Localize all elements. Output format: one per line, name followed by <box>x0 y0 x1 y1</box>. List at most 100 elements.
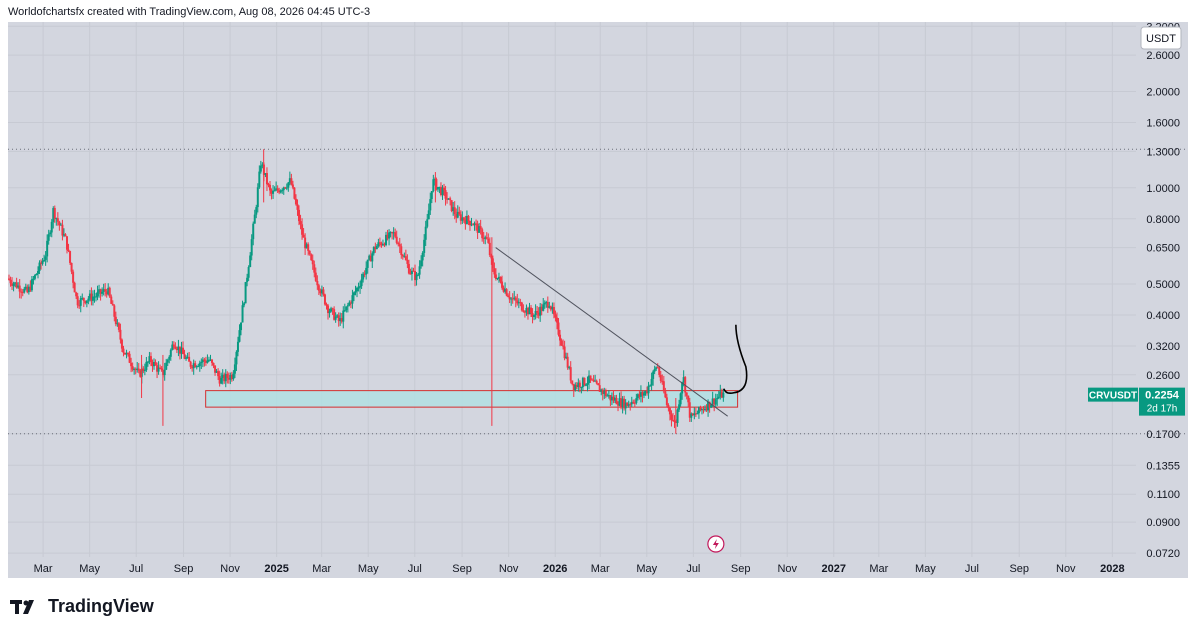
candle-body <box>441 187 444 195</box>
candle-body <box>252 223 255 240</box>
candle-body <box>551 307 554 310</box>
candle-body <box>418 266 421 275</box>
candle-body <box>586 382 589 385</box>
candle-body <box>526 307 529 315</box>
candle-body <box>294 198 297 205</box>
candle-body <box>641 392 644 396</box>
candle-body <box>368 255 371 260</box>
candle-body <box>575 384 578 388</box>
candle-body <box>218 376 221 384</box>
price-tick-label: 0.1355 <box>1146 460 1180 472</box>
candle-body <box>134 368 137 371</box>
candle-body <box>510 298 513 300</box>
candle-body <box>185 357 188 359</box>
price-tick-label: 1.6000 <box>1146 118 1180 130</box>
candle-body <box>221 374 224 378</box>
candle-body <box>116 323 119 325</box>
candle-body <box>317 285 320 291</box>
candle-body <box>133 368 136 370</box>
candle-body <box>351 295 354 304</box>
price-tick-label: 0.2600 <box>1146 370 1180 382</box>
candle-body <box>397 242 400 245</box>
candle-body <box>394 232 397 237</box>
candle-body <box>233 364 236 374</box>
candle-body <box>700 409 703 411</box>
candle-body <box>276 188 279 191</box>
time-tick-label: Jul <box>686 563 700 575</box>
candle-body <box>412 270 415 272</box>
candle-body <box>685 392 688 396</box>
candle-body <box>501 281 504 288</box>
candle-body <box>110 296 113 304</box>
candle-body <box>352 292 355 296</box>
candle-body <box>468 220 471 226</box>
price-tick-label: 2.0000 <box>1146 87 1180 99</box>
candle-body <box>290 178 293 185</box>
candle-body <box>29 286 32 291</box>
candle-body <box>623 398 626 409</box>
candle-body <box>182 347 185 355</box>
candle-body <box>12 283 15 286</box>
candle-body <box>679 393 682 405</box>
candle-body <box>359 286 362 288</box>
candle-body <box>467 216 470 221</box>
candle-body <box>37 271 40 274</box>
candle-body <box>403 256 406 258</box>
candle-body <box>316 280 319 286</box>
candle-body <box>259 165 262 172</box>
candle-body <box>691 413 694 416</box>
candle-body <box>298 209 301 222</box>
candle-body <box>627 404 630 406</box>
price-chart[interactable]: 3.20002.60002.00001.60001.30001.00000.80… <box>8 22 1188 578</box>
time-tick-label: Sep <box>1009 563 1029 575</box>
candle-body <box>432 179 435 192</box>
candle-body <box>67 249 70 252</box>
candle-body <box>439 186 442 195</box>
tradingview-brand: TradingView <box>10 596 154 617</box>
candle-body <box>124 352 127 355</box>
candle-body <box>157 367 160 372</box>
candle-body <box>560 340 563 346</box>
candle-body <box>624 402 627 409</box>
candle-body <box>713 398 716 405</box>
candle-body <box>206 360 209 363</box>
time-tick-label: Nov <box>1056 563 1076 575</box>
candle-body <box>574 384 577 391</box>
candle-body <box>180 347 183 354</box>
time-tick-label: Nov <box>499 563 519 575</box>
candle-body <box>600 389 603 392</box>
candle-body <box>455 214 458 218</box>
chart-area[interactable]: 3.20002.60002.00001.60001.30001.00000.80… <box>8 22 1188 578</box>
candle-body <box>340 318 343 322</box>
candle-body <box>656 367 659 369</box>
candle-body <box>247 267 250 278</box>
candle-body <box>508 297 511 300</box>
candle-body <box>186 356 189 358</box>
candle-body <box>354 291 357 293</box>
candle-body <box>696 413 699 415</box>
candle-body <box>580 387 583 389</box>
candle-body <box>482 238 485 240</box>
candle-body <box>258 171 261 188</box>
time-tick-label: Jul <box>965 563 979 575</box>
candle-body <box>449 198 452 201</box>
candle-body <box>459 214 462 221</box>
candle-body <box>232 373 235 380</box>
candle-body <box>226 373 229 379</box>
candle-body <box>702 409 705 411</box>
candle-body <box>130 362 133 367</box>
candle-body <box>565 356 568 359</box>
candle-body <box>78 305 81 307</box>
candle-body <box>678 404 681 410</box>
candle-body <box>9 279 12 284</box>
candle-body <box>665 397 668 406</box>
candle-body <box>253 214 256 224</box>
candle-body <box>241 305 244 323</box>
candle-body <box>137 368 140 371</box>
candle-body <box>673 420 676 423</box>
candle-body <box>99 289 102 294</box>
candle-body <box>139 370 142 377</box>
candle-body <box>569 367 572 381</box>
candle-body <box>281 190 284 192</box>
candle-body <box>554 314 557 318</box>
